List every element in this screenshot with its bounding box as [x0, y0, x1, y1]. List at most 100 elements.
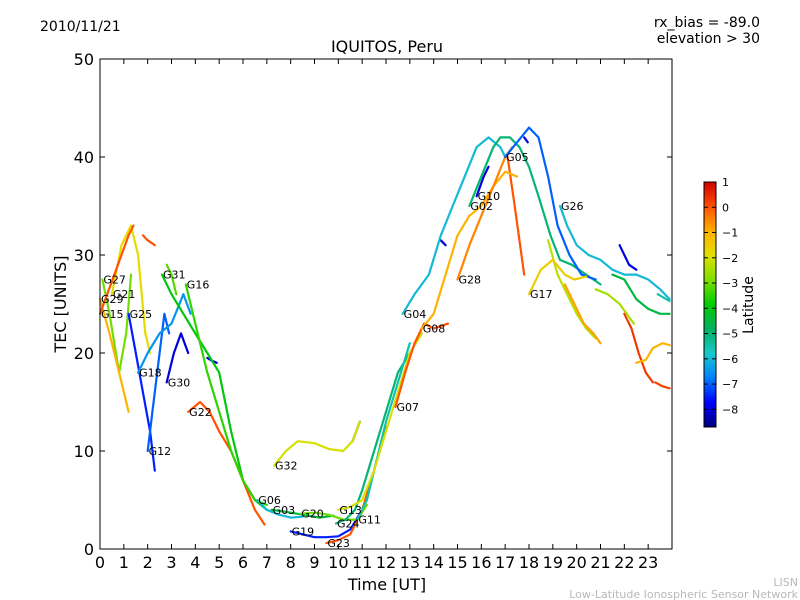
plot-background: [100, 59, 672, 549]
x-tick-label: 13: [400, 553, 420, 572]
colorbar: 1 0 −1 −2 −3 −4 −5 −6 −7 −8 Latitude: [703, 176, 757, 428]
x-tick-label: 6: [238, 553, 248, 572]
satellite-label-g26: G26: [561, 200, 584, 213]
x-tick-label: 21: [590, 553, 610, 572]
tec-track-g06: [256, 498, 304, 519]
colorbar-ticks: 1 0 −1 −2 −3 −4 −5 −6 −7 −8: [704, 176, 738, 416]
x-tick-label: 19: [543, 553, 563, 572]
satellite-label-g32: G32: [275, 460, 298, 473]
satellite-label-g04: G04: [404, 308, 427, 321]
x-tick-label: 23: [638, 553, 658, 572]
satellite-label-g23: G23: [327, 537, 350, 550]
satellite-label-g07: G07: [397, 401, 420, 414]
tec-track-g11: [356, 342, 411, 521]
x-tick-label: 12: [376, 553, 396, 572]
y-tick-label: 0: [84, 540, 94, 559]
tec-track-g13: [337, 332, 423, 511]
x-axis-label: Time [UT]: [347, 575, 426, 594]
satellite-label-g20: G20: [301, 508, 324, 521]
colorbar-tick-label: 1: [722, 176, 729, 189]
tec-track-segment: [611, 273, 671, 315]
satellite-label-g29: G29: [101, 293, 124, 306]
satellite-label-g19: G19: [292, 525, 315, 538]
tec-track-g12: [146, 312, 171, 453]
x-tick-label: 2: [143, 553, 153, 572]
y-axis-label: TEC [UNITS]: [51, 256, 70, 354]
satellite-label-g31: G31: [163, 269, 186, 282]
tec-track-segment: [141, 234, 156, 247]
tec-track-g22: [187, 400, 266, 526]
tec-track-g30: [165, 332, 190, 384]
x-tick-label: 10: [328, 553, 348, 572]
credit-long: Low-Latitude Ionospheric Sensor Network: [569, 588, 798, 600]
x-tick-label: 16: [471, 553, 491, 572]
x-tick-label: 18: [519, 553, 539, 572]
colorbar-label: Latitude: [741, 276, 757, 334]
tec-tracks: [98, 126, 671, 545]
rx-bias-label: rx_bias = -89.0: [654, 15, 760, 31]
satellite-label-g15: G15: [101, 308, 124, 321]
x-tick-label: 22: [614, 553, 634, 572]
y-tick-label: 30: [74, 246, 94, 265]
tec-track-g19: [289, 508, 364, 539]
satellite-label-g16: G16: [187, 278, 210, 291]
x-axis-ticks: 0 1 2 3 4 5 6 7 8 9 10 11 12 13 14 15 16 17 18 19 20 21 22 23: [95, 59, 658, 572]
satellite-label-g18: G18: [139, 367, 162, 380]
satellite-label-g13: G13: [339, 504, 362, 517]
tec-track-g21: [110, 224, 152, 355]
date-label: 2010/11/21: [40, 19, 121, 35]
satellite-label-g27: G27: [103, 274, 126, 287]
satellite-label-g10: G10: [478, 190, 501, 203]
colorbar-tick-label: −1: [722, 227, 738, 240]
satellite-label-g22: G22: [189, 406, 212, 419]
colorbar-tick-label: −8: [722, 403, 738, 416]
satellite-label-g03: G03: [273, 504, 296, 517]
colorbar-tick-label: 0: [722, 201, 729, 214]
y-tick-label: 40: [74, 148, 94, 167]
x-tick-label: 17: [495, 553, 515, 572]
satellite-label-g21: G21: [113, 288, 136, 301]
tec-track-segment: [165, 263, 178, 296]
tec-track-g25: [127, 312, 156, 472]
tec-track-g02: [468, 136, 602, 286]
tec-track-g16: [184, 283, 268, 506]
tec-track-g32: [272, 420, 361, 467]
y-axis-ticks: 0 10 20 30 40 50: [74, 50, 672, 559]
x-tick-label: 5: [214, 553, 224, 572]
tec-track-segment: [594, 288, 635, 325]
x-tick-label: 11: [352, 553, 372, 572]
satellite-label-g02: G02: [470, 200, 493, 213]
x-tick-label: 15: [447, 553, 467, 572]
tec-track-g17: [527, 258, 588, 296]
tec-track-g07: [394, 322, 450, 408]
x-tick-label: 8: [286, 553, 296, 572]
y-tick-label: 10: [74, 442, 94, 461]
tec-track-g05: [504, 126, 597, 281]
x-tick-label: 4: [190, 553, 200, 572]
tec-track-g29: [98, 298, 130, 413]
tec-track-g15: [98, 224, 135, 315]
satellite-label-g25: G25: [130, 308, 153, 321]
tec-track-g10: [475, 165, 490, 198]
satellite-label-g08: G08: [423, 323, 446, 336]
tec-track-g03: [270, 508, 335, 519]
x-tick-label: 1: [119, 553, 129, 572]
tec-track-segment: [635, 342, 671, 364]
tec-track-segment: [654, 381, 671, 390]
y-tick-label: 20: [74, 344, 94, 363]
tec-track-segment: [618, 244, 638, 271]
x-tick-label: 9: [309, 553, 319, 572]
satellite-label-g11: G11: [358, 514, 381, 527]
x-tick-label: 20: [566, 553, 586, 572]
y-tick-label: 50: [74, 50, 94, 69]
elevation-label: elevation > 30: [657, 31, 760, 47]
colorbar-tick-label: −6: [722, 353, 738, 366]
tec-track-g04: [401, 136, 507, 315]
tec-track-g08: [420, 170, 519, 330]
x-tick-label: 7: [262, 553, 272, 572]
tec-track-segment: [547, 239, 597, 340]
credit-short: LISN: [773, 576, 798, 589]
